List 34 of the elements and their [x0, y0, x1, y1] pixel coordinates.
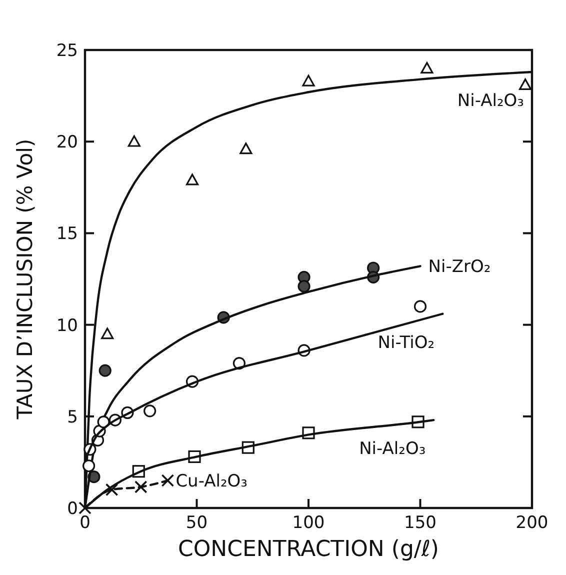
point [298, 280, 310, 293]
point [161, 474, 174, 487]
x-tick-label: 50 [186, 513, 208, 533]
series-label: Ni-Al₂O₃ [359, 439, 426, 460]
point [105, 483, 118, 496]
x-axis-title: CONCENTRACTION (g/ℓ) [178, 537, 440, 562]
series-label: Ni-ZrO₂ [428, 257, 491, 278]
point [420, 62, 434, 74]
x-tick-label: 0 [80, 513, 90, 533]
point [186, 174, 199, 186]
series-label: Cu-Al₂O₃ [176, 472, 248, 492]
point [144, 404, 156, 418]
point [101, 328, 114, 340]
y-tick-label: 5 [67, 407, 78, 428]
point [82, 460, 96, 472]
x-tick-label: 100 [292, 513, 325, 533]
x-tick-label: 150 [404, 513, 436, 533]
series-label: Ni-TiO₂ [378, 332, 435, 353]
point [78, 502, 92, 514]
point [240, 142, 252, 154]
y-axis-title: TAUX D’INCLUSION (% Vol) [13, 138, 37, 420]
point [98, 364, 112, 377]
point [518, 78, 532, 90]
x-tick-label: 200 [516, 513, 548, 533]
point [414, 300, 427, 313]
y-tick-label: 20 [56, 132, 78, 153]
series-label: Ni-Al₂O₃ [457, 90, 524, 111]
y-tick-label: 15 [56, 224, 78, 244]
point [134, 480, 148, 494]
y-tick-label: 0 [67, 499, 78, 519]
y-tick-label: 25 [56, 41, 78, 61]
y-tick-label: 10 [56, 316, 78, 336]
point [128, 135, 140, 147]
point [302, 74, 315, 86]
